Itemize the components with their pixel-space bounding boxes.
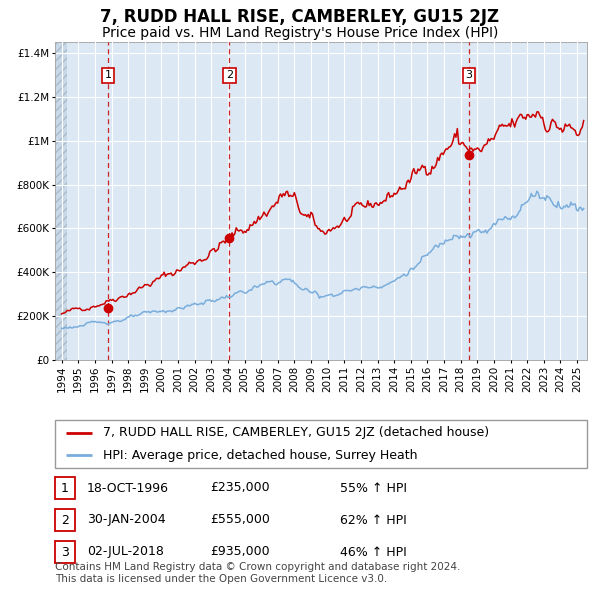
Text: £235,000: £235,000	[210, 481, 269, 494]
Text: £555,000: £555,000	[210, 513, 270, 526]
FancyBboxPatch shape	[55, 420, 587, 468]
Text: 3: 3	[61, 546, 69, 559]
Text: 46% ↑ HPI: 46% ↑ HPI	[340, 546, 407, 559]
Text: 2: 2	[226, 70, 233, 80]
Text: 1: 1	[61, 481, 69, 494]
Text: 1: 1	[104, 70, 112, 80]
Text: 62% ↑ HPI: 62% ↑ HPI	[340, 513, 407, 526]
Text: 2: 2	[61, 513, 69, 526]
Text: 3: 3	[466, 70, 472, 80]
Text: HPI: Average price, detached house, Surrey Heath: HPI: Average price, detached house, Surr…	[103, 448, 418, 461]
Text: This data is licensed under the Open Government Licence v3.0.: This data is licensed under the Open Gov…	[55, 574, 387, 584]
Text: 30-JAN-2004: 30-JAN-2004	[87, 513, 166, 526]
Text: £935,000: £935,000	[210, 546, 269, 559]
Text: 18-OCT-1996: 18-OCT-1996	[87, 481, 169, 494]
Text: 55% ↑ HPI: 55% ↑ HPI	[340, 481, 407, 494]
Text: 7, RUDD HALL RISE, CAMBERLEY, GU15 2JZ: 7, RUDD HALL RISE, CAMBERLEY, GU15 2JZ	[100, 8, 500, 26]
Text: Price paid vs. HM Land Registry's House Price Index (HPI): Price paid vs. HM Land Registry's House …	[102, 26, 498, 40]
Text: Contains HM Land Registry data © Crown copyright and database right 2024.: Contains HM Land Registry data © Crown c…	[55, 562, 460, 572]
Text: 02-JUL-2018: 02-JUL-2018	[87, 546, 164, 559]
Bar	[55, 42, 67, 360]
Text: 7, RUDD HALL RISE, CAMBERLEY, GU15 2JZ (detached house): 7, RUDD HALL RISE, CAMBERLEY, GU15 2JZ (…	[103, 427, 489, 440]
